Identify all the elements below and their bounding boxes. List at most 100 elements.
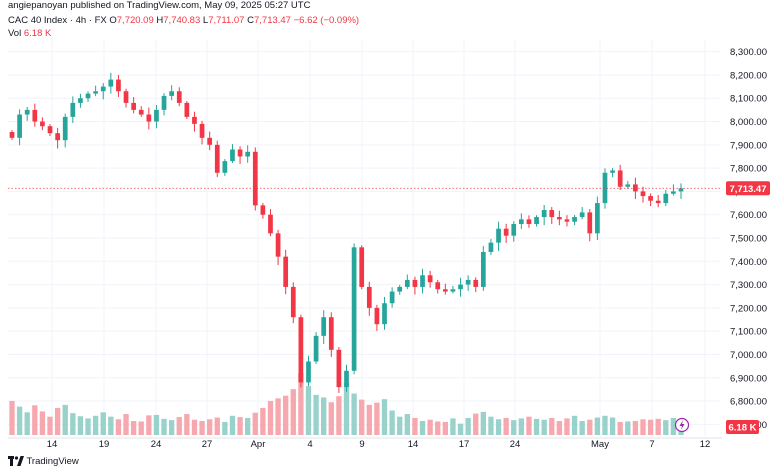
price-axis[interactable]: 8,300.00 8,200.00 8,100.00 8,000.00 7,900.00… xyxy=(730,47,767,431)
volume-label: Vol xyxy=(8,28,22,39)
y-tick-label: 7,300.00 xyxy=(730,280,767,291)
candle-body xyxy=(336,349,342,388)
time-axis[interactable]: 14 19 24 27 Apr 4 9 14 17 24 May 7 12 xyxy=(47,439,711,450)
candle-body xyxy=(161,95,167,110)
candle-body xyxy=(458,284,463,290)
volume-value: 6.18 K xyxy=(23,28,52,39)
volume-bar xyxy=(245,417,251,435)
candle-body xyxy=(625,184,631,187)
candle-body xyxy=(412,279,418,287)
candle-body xyxy=(671,191,676,194)
candle-body xyxy=(93,91,98,94)
candle-body xyxy=(214,144,220,173)
candle-body xyxy=(579,212,585,218)
candle-body xyxy=(534,217,539,225)
volume-bar xyxy=(138,421,144,435)
volume-bar xyxy=(412,417,418,435)
volume-bar xyxy=(503,417,509,435)
high-label: H xyxy=(156,15,164,26)
volume-bar xyxy=(450,418,456,435)
volume-bar xyxy=(130,421,137,435)
volume-bar xyxy=(663,420,669,435)
candle-body xyxy=(389,291,395,304)
volume-bar xyxy=(321,397,327,435)
candle-body xyxy=(473,279,479,287)
volume-bar xyxy=(47,416,53,435)
volume-bar xyxy=(16,406,23,435)
volume-bar xyxy=(351,393,357,435)
volume-bar xyxy=(457,423,464,435)
volume-bar xyxy=(54,407,61,435)
candle-body xyxy=(176,91,182,103)
volume-bar xyxy=(267,400,274,435)
volume-bar xyxy=(556,421,563,435)
lightning-icon[interactable] xyxy=(674,417,690,433)
volume-bar xyxy=(571,415,578,435)
candle-body xyxy=(100,86,106,92)
y-tick-label: 6,900.00 xyxy=(730,373,767,384)
volume-bar xyxy=(587,419,593,435)
candle-body xyxy=(298,317,304,383)
y-tick-label: 7,400.00 xyxy=(730,257,767,268)
lightning-icon-bolt xyxy=(679,420,685,430)
candle-body xyxy=(146,114,152,122)
last-price-badge-bg xyxy=(726,181,770,196)
candle-body xyxy=(290,286,296,318)
candle-body xyxy=(62,116,68,141)
volume-bar xyxy=(168,420,175,435)
volume-bar xyxy=(214,417,220,435)
volume-bar xyxy=(298,373,304,435)
y-tick-label: 8,100.00 xyxy=(730,94,767,105)
volume-bar xyxy=(670,417,677,435)
volume-bar xyxy=(647,419,654,435)
volume-bar xyxy=(275,398,281,435)
volume-bar xyxy=(283,395,289,435)
candle-body xyxy=(648,196,653,201)
candle-body xyxy=(564,219,570,222)
volume-bar xyxy=(176,417,182,435)
volume-bar xyxy=(32,405,38,435)
x-tick-label: 17 xyxy=(459,439,470,450)
candles xyxy=(9,72,684,393)
volume-legend[interactable]: Vol 6.18 K xyxy=(8,28,51,39)
candle-body xyxy=(572,217,577,222)
candle-body xyxy=(268,214,273,234)
tradingview-footer[interactable]: TradingView xyxy=(8,456,79,467)
volume-bar xyxy=(625,421,631,435)
symbol-name[interactable]: CAC 40 Index · 4h · FX xyxy=(8,15,107,26)
volume-bar xyxy=(252,412,258,435)
ohlc-legend[interactable]: CAC 40 Index · 4h · FX O7,720.09 H7,740.… xyxy=(8,15,359,26)
y-tick-label: 7,000.00 xyxy=(730,350,767,361)
y-tick-label: 7,200.00 xyxy=(730,303,767,314)
x-tick-label: 4 xyxy=(307,439,312,450)
candle-body xyxy=(404,279,410,287)
candle-body xyxy=(116,79,121,92)
candle-body xyxy=(47,126,53,134)
x-tick-label: 27 xyxy=(202,439,213,450)
candle-body xyxy=(602,172,608,204)
candle-body xyxy=(511,224,517,236)
candle-body xyxy=(24,109,30,115)
volume-bar xyxy=(229,415,236,435)
candle-body xyxy=(154,109,159,122)
candle-body xyxy=(465,279,471,285)
x-tick-label: 9 xyxy=(359,439,364,450)
candle-body xyxy=(321,317,327,336)
candle-body xyxy=(435,282,441,290)
candle-body xyxy=(442,289,448,292)
candle-body xyxy=(526,219,532,225)
volume-bar xyxy=(9,400,15,435)
volume-bar xyxy=(511,420,517,435)
volume-bar xyxy=(108,416,114,435)
candle-body xyxy=(306,361,311,383)
volume-bar xyxy=(533,418,540,435)
volume-bar xyxy=(62,404,68,435)
y-tick-label: 7,600.00 xyxy=(730,210,767,221)
candle-body xyxy=(655,200,661,204)
candle-body xyxy=(496,228,501,243)
volume-bar xyxy=(495,419,502,435)
candle-body xyxy=(587,212,593,234)
x-tick-label: 7 xyxy=(649,439,654,450)
volume-bar xyxy=(359,399,365,435)
volume-bar xyxy=(92,415,99,435)
